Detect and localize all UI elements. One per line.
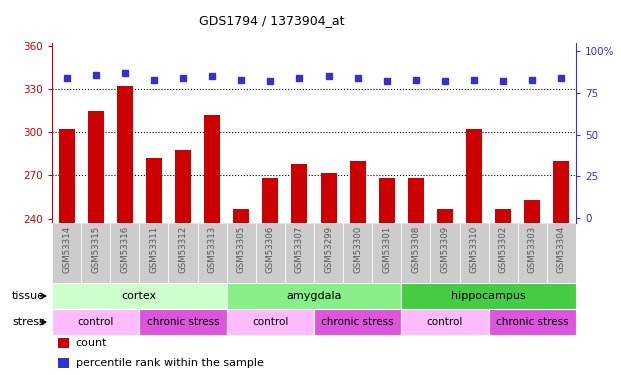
Text: cortex: cortex	[122, 291, 157, 301]
Point	[265, 78, 275, 84]
Text: control: control	[78, 317, 114, 327]
Bar	[262, 178, 278, 375]
Bar	[110, 223, 139, 283]
Bar	[401, 223, 430, 283]
Text: GSM53302: GSM53302	[499, 226, 508, 273]
Bar	[88, 111, 104, 375]
Bar	[117, 86, 133, 375]
Bar	[408, 178, 424, 375]
Bar	[547, 223, 576, 283]
Bar	[52, 223, 81, 283]
Bar	[495, 209, 511, 375]
Bar	[146, 158, 162, 375]
Text: GSM53310: GSM53310	[469, 226, 479, 273]
Text: GSM53309: GSM53309	[440, 226, 450, 273]
Bar	[372, 223, 401, 283]
Point	[236, 76, 246, 82]
Text: tissue: tissue	[12, 291, 45, 301]
Point	[353, 75, 363, 81]
Text: GSM53316: GSM53316	[120, 226, 129, 273]
Bar	[489, 223, 518, 283]
Text: GSM53311: GSM53311	[150, 226, 158, 273]
Bar	[524, 200, 540, 375]
Bar	[58, 129, 75, 375]
Text: GDS1794 / 1373904_at: GDS1794 / 1373904_at	[199, 14, 345, 27]
Point	[324, 74, 333, 80]
Bar	[314, 309, 401, 335]
Text: GSM53305: GSM53305	[237, 226, 246, 273]
Text: GSM53307: GSM53307	[295, 226, 304, 273]
Bar	[139, 223, 168, 283]
Text: hippocampus: hippocampus	[451, 291, 526, 301]
Bar	[233, 209, 249, 375]
Point	[411, 76, 421, 82]
Point	[294, 75, 304, 81]
Text: GSM53300: GSM53300	[353, 226, 362, 273]
Point	[178, 75, 188, 81]
Text: control: control	[252, 317, 289, 327]
Bar	[256, 223, 285, 283]
Bar	[58, 338, 70, 348]
Point	[469, 76, 479, 82]
Bar	[518, 223, 547, 283]
Bar	[52, 283, 227, 309]
Point	[440, 78, 450, 84]
Point	[120, 70, 130, 76]
Point	[91, 72, 101, 78]
Point	[527, 76, 537, 82]
Bar	[227, 283, 401, 309]
Point	[498, 78, 508, 84]
Text: GSM53301: GSM53301	[383, 226, 391, 273]
Bar	[204, 115, 220, 375]
Point	[556, 75, 566, 81]
Text: GSM53313: GSM53313	[207, 226, 217, 273]
Text: stress: stress	[12, 317, 45, 327]
Text: chronic stress: chronic stress	[147, 317, 219, 327]
Bar	[58, 358, 70, 369]
Bar	[379, 178, 395, 375]
Bar	[401, 283, 576, 309]
Bar	[489, 309, 576, 335]
Bar	[553, 161, 569, 375]
Text: count: count	[76, 338, 107, 348]
Bar	[350, 161, 366, 375]
Bar	[139, 309, 227, 335]
Bar	[285, 223, 314, 283]
Bar	[175, 150, 191, 375]
Bar	[227, 309, 314, 335]
Text: control: control	[427, 317, 463, 327]
Bar	[227, 223, 256, 283]
Bar	[52, 309, 139, 335]
Bar	[168, 223, 197, 283]
Bar	[197, 223, 227, 283]
Text: GSM53315: GSM53315	[91, 226, 100, 273]
Bar	[460, 223, 489, 283]
Bar	[81, 223, 110, 283]
Text: GSM53308: GSM53308	[411, 226, 420, 273]
Bar	[466, 129, 482, 375]
Text: percentile rank within the sample: percentile rank within the sample	[76, 358, 263, 368]
Bar	[291, 164, 307, 375]
Point	[149, 76, 159, 82]
Bar	[401, 309, 489, 335]
Text: GSM53312: GSM53312	[178, 226, 188, 273]
Text: amygdala: amygdala	[286, 291, 342, 301]
Text: GSM53304: GSM53304	[557, 226, 566, 273]
Text: chronic stress: chronic stress	[496, 317, 569, 327]
Bar	[343, 223, 372, 283]
Text: GSM53303: GSM53303	[528, 226, 537, 273]
Bar	[314, 223, 343, 283]
Text: GSM53314: GSM53314	[62, 226, 71, 273]
Bar	[437, 209, 453, 375]
Text: GSM53306: GSM53306	[266, 226, 275, 273]
Bar	[430, 223, 460, 283]
Text: GSM53299: GSM53299	[324, 226, 333, 273]
Point	[61, 75, 71, 81]
Point	[207, 74, 217, 80]
Point	[382, 78, 392, 84]
Bar	[320, 172, 337, 375]
Text: chronic stress: chronic stress	[321, 317, 394, 327]
